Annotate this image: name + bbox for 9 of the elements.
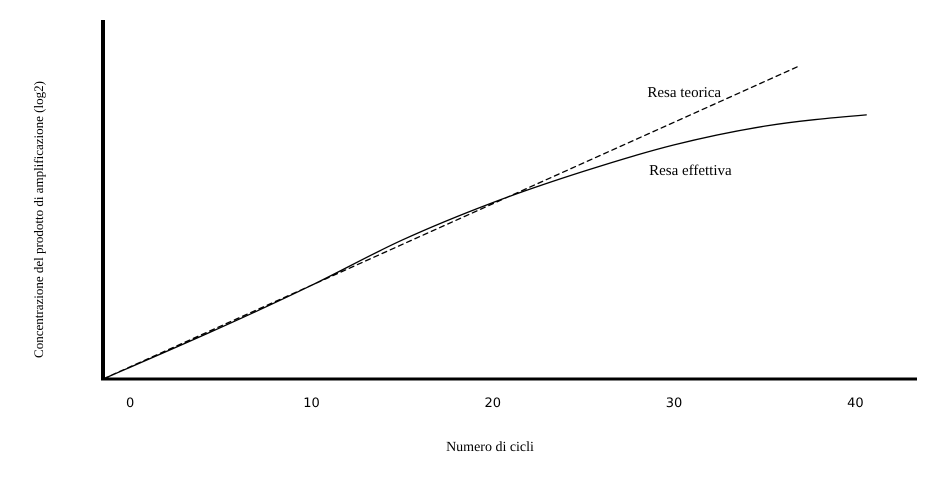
x-tick-label: 10: [303, 396, 320, 411]
x-tick-label: 40: [847, 396, 864, 411]
x-axis-title: Numero di cicli: [446, 440, 534, 455]
x-tick-label: 0: [126, 396, 134, 411]
y-axis-title: Concentrazione del prodotto di amplificazione (log2): [31, 81, 46, 358]
series-label: Resa effettiva: [649, 162, 732, 179]
x-tick-label: 20: [484, 396, 502, 411]
x-tick-label: 30: [666, 396, 682, 411]
series-label: Resa teorica: [647, 84, 722, 101]
